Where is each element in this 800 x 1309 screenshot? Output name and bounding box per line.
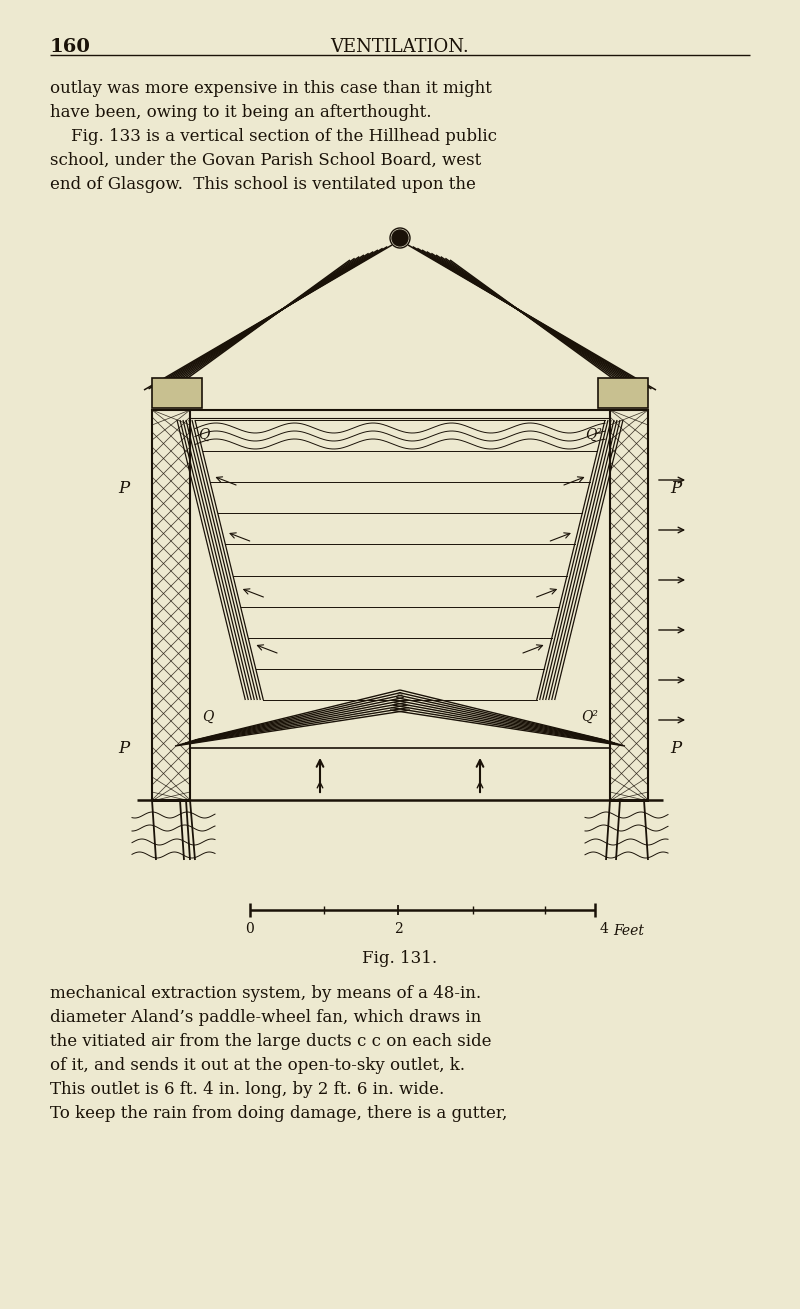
Text: Q²: Q² [585,428,602,442]
Text: P: P [670,480,682,497]
Text: end of Glasgow.  This school is ventilated upon the: end of Glasgow. This school is ventilate… [50,175,476,192]
Circle shape [392,230,408,246]
Bar [152,410,190,800]
Text: Feet: Feet [613,924,644,939]
Text: Fig. 131.: Fig. 131. [362,950,438,967]
Text: Fig. 133 is a vertical section of the Hillhead public: Fig. 133 is a vertical section of the Hi… [50,128,497,145]
Text: P: P [118,480,130,497]
Text: P: P [118,740,130,757]
Text: school, under the Govan Parish School Board, west: school, under the Govan Parish School Bo… [50,152,482,169]
Text: This outlet is 6 ft. 4 in. long, by 2 ft. 6 in. wide.: This outlet is 6 ft. 4 in. long, by 2 ft… [50,1081,444,1098]
Text: have been, owing to it being an afterthought.: have been, owing to it being an aftertho… [50,103,431,120]
Text: Q: Q [202,709,214,724]
Text: P: P [670,740,682,757]
Text: of it, and sends it out at the open-to-sky outlet, k.: of it, and sends it out at the open-to-s… [50,1056,465,1073]
Text: 0: 0 [246,922,254,936]
Text: Q: Q [198,428,210,442]
Text: mechanical extraction system, by means of a 48-in.: mechanical extraction system, by means o… [50,984,481,1001]
Bar [152,378,202,408]
Text: 4: 4 [600,922,609,936]
Text: 2: 2 [394,922,402,936]
Text: the vitiated air from the large ducts c c on each side: the vitiated air from the large ducts c … [50,1033,491,1050]
Text: Q²: Q² [581,709,598,724]
Text: outlay was more expensive in this case than it might: outlay was more expensive in this case t… [50,80,492,97]
Text: 160: 160 [50,38,91,56]
Text: VENTILATION.: VENTILATION. [330,38,470,56]
Bar [610,410,648,800]
Bar [598,378,648,408]
Text: diameter Aland’s paddle-wheel fan, which draws in: diameter Aland’s paddle-wheel fan, which… [50,1009,482,1026]
Text: To keep the rain from doing damage, there is a gutter,: To keep the rain from doing damage, ther… [50,1105,507,1122]
